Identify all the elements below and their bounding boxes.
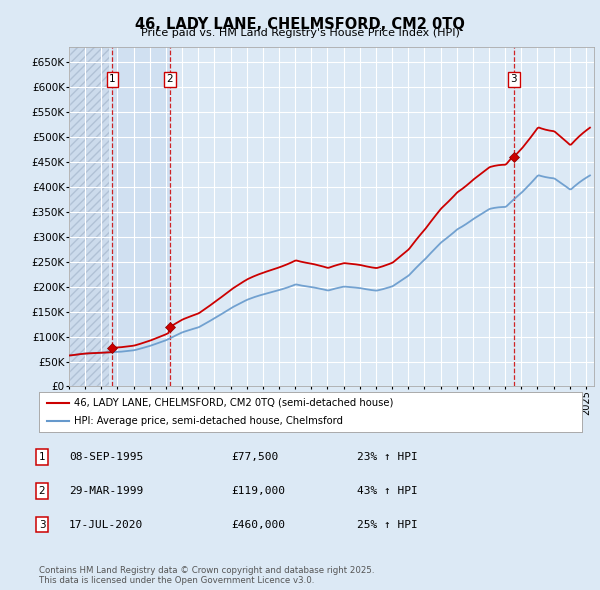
Text: 08-SEP-1995: 08-SEP-1995 <box>69 453 143 462</box>
Text: 2: 2 <box>166 74 173 84</box>
Text: 2: 2 <box>38 486 46 496</box>
Bar <box>69 47 109 386</box>
Text: 1: 1 <box>109 74 116 84</box>
Text: 29-MAR-1999: 29-MAR-1999 <box>69 486 143 496</box>
Text: 3: 3 <box>511 74 517 84</box>
Text: 25% ↑ HPI: 25% ↑ HPI <box>357 520 418 529</box>
Text: £119,000: £119,000 <box>231 486 285 496</box>
Text: 23% ↑ HPI: 23% ↑ HPI <box>357 453 418 462</box>
Text: HPI: Average price, semi-detached house, Chelmsford: HPI: Average price, semi-detached house,… <box>74 416 343 426</box>
Text: 46, LADY LANE, CHELMSFORD, CM2 0TQ (semi-detached house): 46, LADY LANE, CHELMSFORD, CM2 0TQ (semi… <box>74 398 394 408</box>
Text: £460,000: £460,000 <box>231 520 285 529</box>
Text: 3: 3 <box>38 520 46 529</box>
Text: 43% ↑ HPI: 43% ↑ HPI <box>357 486 418 496</box>
Text: Contains HM Land Registry data © Crown copyright and database right 2025.
This d: Contains HM Land Registry data © Crown c… <box>39 566 374 585</box>
Bar <box>112 47 170 386</box>
Text: 46, LADY LANE, CHELMSFORD, CM2 0TQ: 46, LADY LANE, CHELMSFORD, CM2 0TQ <box>135 17 465 31</box>
Text: 17-JUL-2020: 17-JUL-2020 <box>69 520 143 529</box>
Text: £77,500: £77,500 <box>231 453 278 462</box>
Text: Price paid vs. HM Land Registry's House Price Index (HPI): Price paid vs. HM Land Registry's House … <box>140 28 460 38</box>
Text: 1: 1 <box>38 453 46 462</box>
